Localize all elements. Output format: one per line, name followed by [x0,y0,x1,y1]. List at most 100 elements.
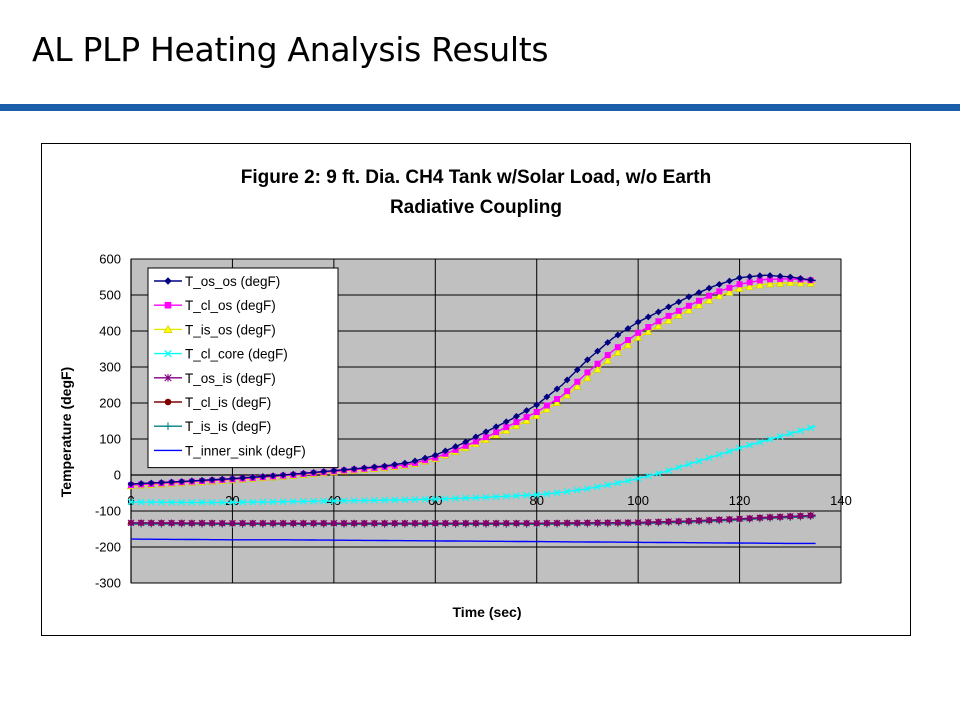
series-point [584,519,591,527]
series-point [127,498,135,506]
series-point [401,459,409,467]
series-point [512,421,521,429]
series-point [229,498,236,506]
series-point [472,494,480,502]
series-point [543,519,551,527]
series-point [360,464,368,472]
series-point [715,291,724,300]
series-point [340,466,348,474]
series-point [644,472,652,480]
series-point [310,519,317,527]
series-point [442,495,449,503]
series-point [807,276,814,284]
x-tick-label: 80 [529,493,543,508]
y-tick-label: 500 [99,288,121,303]
series-point [726,515,733,523]
series-point [381,462,388,470]
series-point [594,360,601,367]
series-point [442,519,449,527]
series-point [502,492,510,500]
series-point [756,438,764,446]
series-point [472,433,480,441]
series-point [350,519,358,527]
series-point [158,479,165,486]
series-point [320,519,328,527]
series-point [442,447,449,455]
series-point [522,416,531,424]
series-point [736,281,743,288]
series-point [564,388,571,395]
series-point [756,514,764,522]
series-point [807,512,814,520]
series-point [685,460,693,468]
series-point [634,475,642,483]
series-point [726,277,733,285]
series-point [502,418,510,426]
series-point [767,276,773,283]
series-point [340,497,348,505]
series-point [755,280,764,289]
series-point [208,519,216,527]
series-point [462,438,470,446]
series-point [421,495,429,503]
series-point [766,272,774,279]
series-line [131,514,816,524]
legend-label: T_os_os (degF) [185,274,280,289]
series-point [137,480,145,487]
series-point [279,498,287,506]
series-point [462,519,470,527]
series-point [178,498,186,506]
y-tick-label: 100 [99,432,121,447]
series-point [482,428,490,436]
series-point [725,288,734,296]
series-point [756,272,764,280]
series-point [665,467,672,474]
series-point [705,516,713,524]
series-point [330,467,338,475]
series-point [685,293,693,301]
series-point [452,443,459,450]
series-point [493,429,500,436]
series-point [665,303,672,311]
series-point [543,490,551,498]
series-point [674,311,683,319]
series-point [137,498,145,506]
series-point [340,519,348,527]
series-point [330,519,338,527]
series-point [300,519,307,527]
series-point [178,478,186,485]
series-point [542,404,551,413]
series-point [421,519,429,527]
series-point [644,327,653,336]
series-point [158,498,165,506]
series-point [685,302,692,309]
series-point [543,393,551,401]
series-point [218,475,226,483]
legend-marker [164,349,172,358]
series-point [381,496,388,504]
series-point [664,316,673,324]
series-point [269,472,277,480]
series-point [746,441,754,449]
series-point [746,273,754,281]
legend-label: T_is_is (degF) [185,419,271,434]
series-point [574,378,581,385]
x-tick-label: 0 [127,493,134,508]
series-point [198,476,206,484]
series-point [239,519,246,527]
series-point [766,513,774,521]
series-point [715,280,723,288]
series-point [685,517,693,525]
series-point [655,469,662,477]
series-point [371,519,378,527]
series-point [330,497,338,505]
series-point [513,412,520,420]
series-point [573,486,581,494]
series-point [198,498,206,506]
series-point [736,274,743,282]
series-point [563,390,572,399]
series-point [482,519,490,527]
series-point [401,519,409,527]
legend-label: T_cl_core (degF) [185,347,288,362]
series-point [411,457,419,465]
